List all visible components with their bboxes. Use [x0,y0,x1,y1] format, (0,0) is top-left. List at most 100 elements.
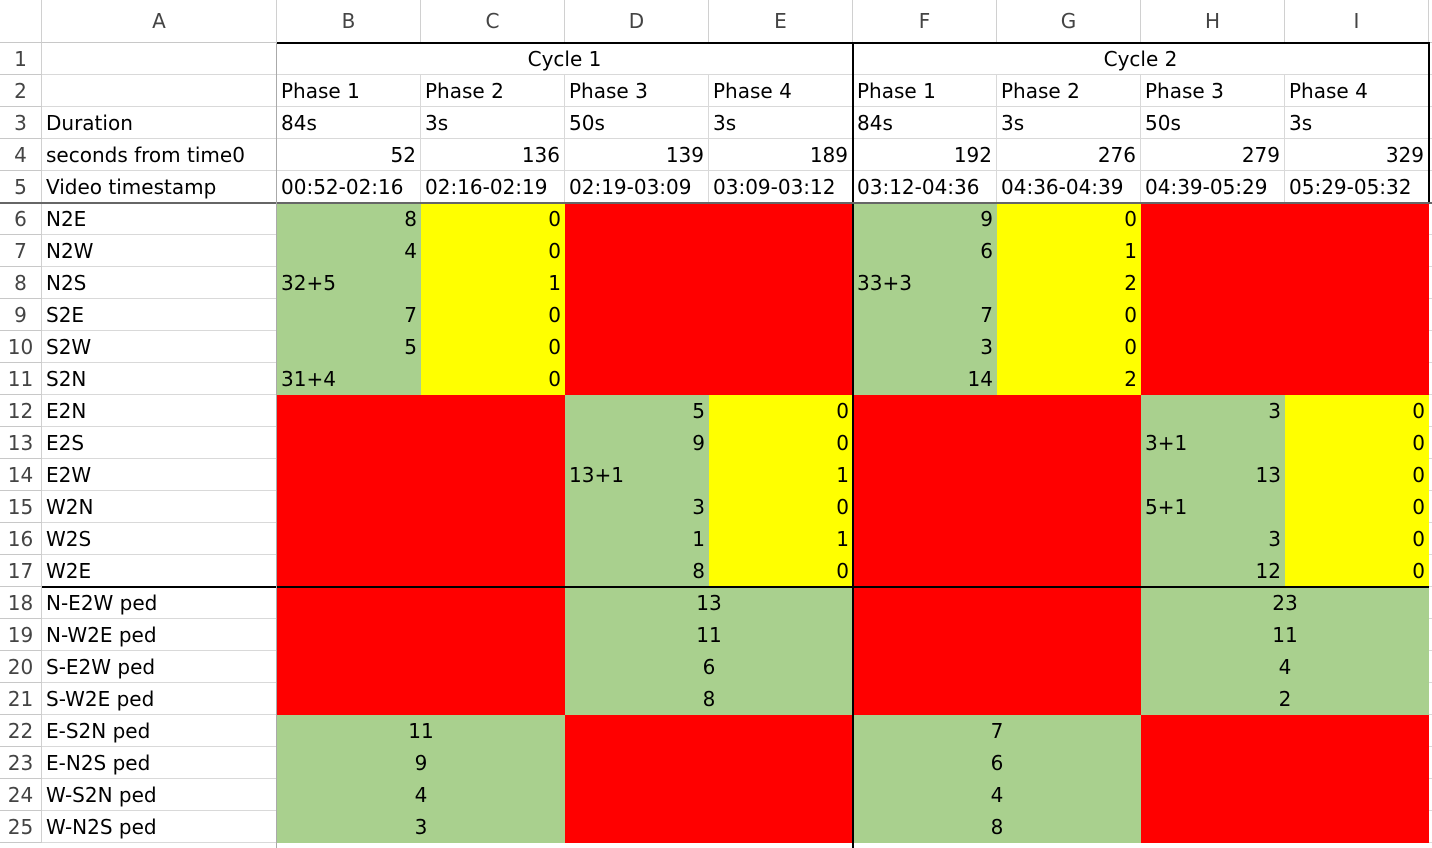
cell[interactable]: 0 [421,299,565,331]
cell[interactable]: 9 [853,203,997,235]
row-header[interactable]: 4 [0,139,42,171]
cell[interactable]: N-E2W ped [42,587,277,619]
cell[interactable]: 3s [1285,107,1429,139]
cell[interactable] [565,715,709,747]
cell[interactable]: 23 [1141,587,1429,619]
cell[interactable]: 5 [277,331,421,363]
cell[interactable] [709,331,853,363]
cell[interactable]: 3s [709,107,853,139]
row-header[interactable]: 2 [0,75,42,107]
cell[interactable] [1141,363,1285,395]
column-header[interactable]: I [1285,0,1429,43]
cell[interactable]: Phase 3 [1141,75,1285,107]
cell[interactable] [277,555,421,587]
cell[interactable]: 04:39-05:29 [1141,171,1285,203]
row-header[interactable]: 15 [0,491,42,523]
cell[interactable] [565,779,709,811]
cell[interactable]: N2S [42,267,277,299]
cell[interactable]: 13 [565,587,853,619]
cell[interactable] [997,523,1141,555]
cell[interactable]: 00:52-02:16 [277,171,421,203]
cell[interactable] [1141,331,1285,363]
cell[interactable] [421,459,565,491]
column-header[interactable]: B [277,0,421,43]
cell[interactable]: Phase 1 [853,75,997,107]
cell[interactable] [42,43,277,75]
column-header[interactable]: C [421,0,565,43]
cell[interactable]: 0 [1285,555,1429,587]
row-header[interactable]: 3 [0,107,42,139]
cell[interactable]: W-N2S ped [42,811,277,843]
cell[interactable] [997,395,1141,427]
cell[interactable] [853,683,997,715]
cell[interactable]: S-W2E ped [42,683,277,715]
cell[interactable] [997,619,1141,651]
cell[interactable]: Cycle 2 [853,43,1429,75]
cell[interactable]: 3s [421,107,565,139]
cell[interactable]: W2N [42,491,277,523]
cell[interactable]: 276 [997,139,1141,171]
cell[interactable]: Phase 2 [997,75,1141,107]
cell[interactable]: 3+1 [1141,427,1285,459]
cell[interactable]: 03:09-03:12 [709,171,853,203]
cell[interactable]: Phase 2 [421,75,565,107]
cell[interactable] [1285,299,1429,331]
cell[interactable]: E2W [42,459,277,491]
cell[interactable]: 11 [1141,619,1429,651]
cell[interactable] [1285,203,1429,235]
cell[interactable] [1285,363,1429,395]
cell[interactable]: 0 [997,203,1141,235]
cell[interactable] [277,683,421,715]
cell[interactable]: S2E [42,299,277,331]
cell[interactable]: 189 [709,139,853,171]
cell[interactable]: 136 [421,139,565,171]
cell[interactable]: 2 [1141,683,1429,715]
cell[interactable] [1141,779,1285,811]
column-header[interactable]: G [997,0,1141,43]
cell[interactable]: 0 [421,235,565,267]
cell[interactable]: 8 [565,683,853,715]
cell[interactable]: 2 [997,267,1141,299]
cell[interactable] [709,715,853,747]
cell[interactable]: 02:19-03:09 [565,171,709,203]
cell[interactable]: 4 [277,235,421,267]
cell[interactable]: 6 [853,235,997,267]
cell[interactable]: 04:36-04:39 [997,171,1141,203]
cell[interactable]: 8 [565,555,709,587]
cell[interactable] [565,363,709,395]
cell[interactable] [709,779,853,811]
cell[interactable]: 13 [1141,459,1285,491]
cell[interactable]: 6 [853,747,1141,779]
cell[interactable] [853,427,997,459]
cell[interactable]: 84s [853,107,997,139]
cell[interactable] [997,491,1141,523]
row-header[interactable]: 10 [0,331,42,363]
cell[interactable] [853,651,997,683]
cell[interactable] [277,619,421,651]
cell[interactable]: 0 [709,427,853,459]
cell[interactable]: seconds from time0 [42,139,277,171]
cell[interactable]: 13+1 [565,459,709,491]
cell[interactable]: Cycle 1 [277,43,853,75]
row-header[interactable]: 13 [0,427,42,459]
row-header[interactable]: 21 [0,683,42,715]
cell[interactable]: 84s [277,107,421,139]
cell[interactable]: 3 [565,491,709,523]
cell[interactable] [277,427,421,459]
cell[interactable] [709,299,853,331]
cell[interactable]: 2 [997,363,1141,395]
cell[interactable]: Phase 4 [1285,75,1429,107]
cell[interactable] [853,395,997,427]
cell[interactable]: 139 [565,139,709,171]
cell[interactable]: W-S2N ped [42,779,277,811]
cell[interactable] [277,459,421,491]
cell[interactable]: 52 [277,139,421,171]
cell[interactable]: E2N [42,395,277,427]
cell[interactable] [853,491,997,523]
cell[interactable] [1285,779,1429,811]
cell[interactable]: 3 [277,811,565,843]
column-header[interactable]: F [853,0,997,43]
cell[interactable]: 3 [1141,523,1285,555]
row-header[interactable]: 12 [0,395,42,427]
cell[interactable] [1285,267,1429,299]
